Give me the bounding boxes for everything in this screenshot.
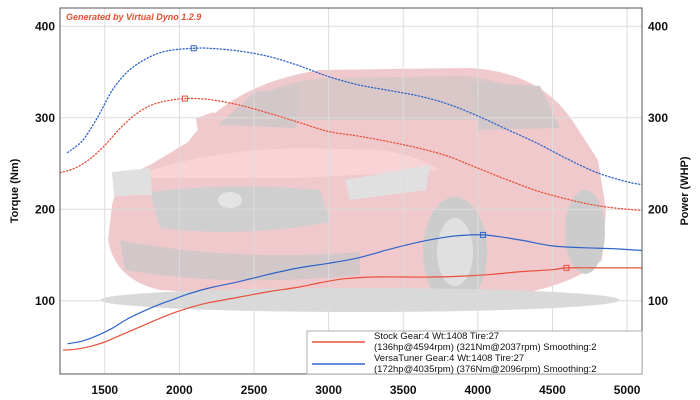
stock-power-peak-marker: [563, 264, 570, 271]
left-y-tick-label: 300: [35, 111, 55, 125]
versatuner-power-line: [67, 234, 642, 345]
car-background-image: [100, 68, 620, 312]
right-y-tick-label: 100: [648, 294, 668, 308]
legend-stock-line2: (136hp@4594rpm) (321Nm@2037rpm) Smoothin…: [374, 342, 597, 353]
legend-versatuner-line1: VersaTuner Gear:4 Wt:1408 Tire:27: [374, 353, 524, 364]
versatuner-power-peak-marker: [480, 231, 487, 238]
x-axis-ticks: 1500 2000 2500 3000 3500 4000 4500 5000: [91, 383, 640, 397]
right-axis-title: Power (WHP): [679, 156, 691, 225]
stock-power-line: [62, 267, 642, 351]
left-y-tick-label: 200: [35, 202, 55, 216]
x-tick-label: 3500: [390, 383, 417, 397]
right-y-tick-label: 200: [648, 202, 668, 216]
x-tick-label: 4000: [464, 383, 491, 397]
left-axis-title: Torque (Nm): [9, 158, 21, 223]
x-tick-label: 5000: [614, 383, 641, 397]
versatuner-torque-peak-marker: [190, 45, 197, 52]
grid-lines: [60, 8, 642, 374]
x-tick-label: 2000: [166, 383, 193, 397]
plot-area: [60, 8, 642, 374]
stock-torque-line: [60, 97, 642, 211]
legend-versatuner-line2: (172hp@4035rpm) (376Nm@2096rpm) Smoothin…: [374, 364, 597, 375]
legend-stock-line1: Stock Gear:4 Wt:1408 Tire:27: [374, 331, 499, 342]
x-tick-label: 4500: [539, 383, 566, 397]
watermark-text: Generated by Virtual Dyno 1.2.9: [66, 12, 201, 22]
series-layer: [60, 45, 642, 351]
stock-torque-peak-marker: [181, 95, 188, 102]
x-tick-label: 3000: [315, 383, 342, 397]
x-tick-label: 1500: [91, 383, 118, 397]
right-axis-ticks: 100 200 300 400: [648, 19, 668, 308]
legend-box: [306, 330, 643, 375]
left-y-tick-label: 100: [35, 294, 55, 308]
right-y-tick-label: 300: [648, 111, 668, 125]
left-y-tick-label: 400: [35, 19, 55, 33]
right-y-tick-label: 400: [648, 19, 668, 33]
legend: Stock Gear:4 Wt:1408 Tire:27 (136hp@4594…: [306, 330, 643, 375]
left-axis-ticks: 100 200 300 400: [35, 19, 55, 308]
x-tick-label: 2500: [241, 383, 268, 397]
